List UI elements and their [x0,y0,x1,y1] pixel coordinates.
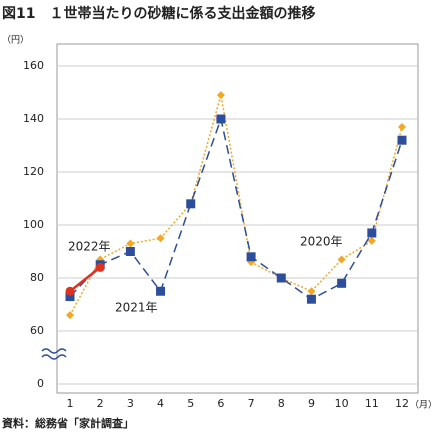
y-tick-label: 100 [23,218,44,231]
marker [306,294,316,304]
series-line [69,116,403,301]
source: 資料：総務省「家計調査」 [2,416,134,430]
series-label: 2020年 [300,235,343,249]
marker [95,262,105,272]
x-tick-label: 4 [157,397,164,410]
axis-break [41,348,67,360]
x-tick-label: 2 [97,397,104,410]
x-tick-label: 9 [308,397,315,410]
x-tick-label: 6 [217,397,224,410]
marker [156,234,165,243]
y-tick-label: 140 [23,112,44,125]
marker [186,199,196,209]
marker [246,252,256,262]
marker [397,135,407,145]
marker [337,278,347,288]
plot-frame [56,43,419,394]
marker [367,228,377,238]
marker [216,91,225,100]
series-line [69,94,403,316]
marker [126,239,135,248]
marker [65,286,75,296]
marker [337,255,346,264]
chart-title: 図11 １世帯当たりの砂糖に係る支出金額の推移 [2,5,315,22]
x-tick-label: 10 [335,397,349,410]
marker [216,114,226,124]
y-axis-label: （円） [2,35,29,46]
x-tick-label: 8 [278,397,285,410]
x-axis-label: （月） [410,400,437,411]
y-tick-label: 120 [23,165,44,178]
x-tick-label: 12 [395,397,409,410]
x-tick-label: 11 [365,397,379,410]
y-tick-label: 160 [23,59,44,72]
series-line [69,266,101,293]
series-label: 2022年 [68,240,111,254]
marker [367,236,376,245]
y-tick-label: 80 [30,271,44,284]
series-label: 2021年 [115,301,158,315]
x-tick-label: 7 [248,397,255,410]
marker [398,122,406,131]
x-tick-label: 3 [127,397,134,410]
marker [156,286,166,296]
x-tick-label: 5 [187,397,194,410]
marker [65,292,75,302]
marker [307,287,316,296]
y-tick-label: 60 [30,324,44,337]
marker [125,247,135,256]
marker [276,273,286,283]
y-tick-label: 0 [37,377,44,390]
x-tick-label: 1 [67,397,74,410]
marker [66,311,74,320]
